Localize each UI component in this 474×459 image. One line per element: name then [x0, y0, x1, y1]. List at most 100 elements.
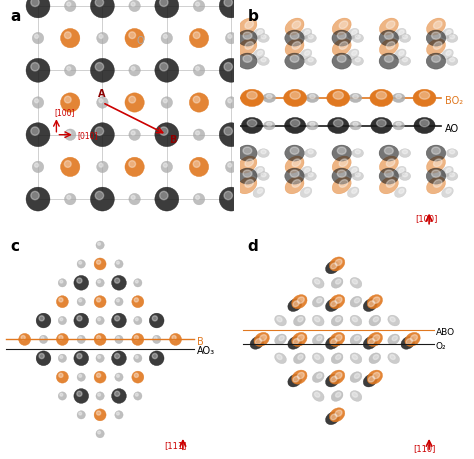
Circle shape: [79, 375, 82, 377]
Ellipse shape: [277, 317, 282, 322]
Ellipse shape: [367, 333, 383, 347]
Ellipse shape: [427, 39, 446, 57]
Ellipse shape: [335, 373, 342, 379]
Ellipse shape: [432, 33, 440, 40]
Circle shape: [74, 351, 89, 366]
Ellipse shape: [434, 43, 442, 50]
Circle shape: [39, 336, 48, 344]
Circle shape: [170, 334, 182, 346]
Circle shape: [96, 354, 104, 363]
Ellipse shape: [317, 374, 322, 379]
Ellipse shape: [449, 59, 455, 62]
Ellipse shape: [337, 148, 346, 155]
Circle shape: [219, 123, 243, 147]
Ellipse shape: [373, 355, 379, 360]
Circle shape: [32, 33, 44, 45]
Ellipse shape: [405, 333, 420, 347]
Ellipse shape: [447, 149, 458, 158]
Ellipse shape: [283, 90, 307, 107]
Circle shape: [95, 63, 104, 72]
Circle shape: [60, 318, 63, 321]
Circle shape: [160, 128, 168, 136]
Ellipse shape: [298, 355, 303, 360]
Ellipse shape: [332, 54, 352, 70]
Circle shape: [193, 1, 205, 12]
Circle shape: [134, 317, 142, 325]
Circle shape: [115, 354, 120, 359]
Circle shape: [155, 188, 179, 212]
Ellipse shape: [413, 90, 436, 107]
Ellipse shape: [292, 295, 307, 309]
Ellipse shape: [331, 376, 337, 382]
Circle shape: [77, 279, 82, 284]
Circle shape: [115, 279, 120, 284]
Ellipse shape: [370, 90, 393, 107]
Circle shape: [26, 59, 50, 83]
Ellipse shape: [402, 151, 408, 154]
Ellipse shape: [300, 50, 312, 60]
Circle shape: [77, 336, 85, 344]
Ellipse shape: [442, 188, 453, 198]
Ellipse shape: [353, 95, 358, 100]
Circle shape: [196, 132, 200, 136]
Ellipse shape: [293, 339, 299, 345]
Ellipse shape: [352, 189, 357, 194]
Circle shape: [97, 411, 100, 415]
Ellipse shape: [377, 120, 386, 128]
Circle shape: [134, 354, 142, 363]
Circle shape: [97, 162, 108, 174]
Ellipse shape: [379, 177, 398, 195]
Ellipse shape: [245, 180, 254, 188]
Circle shape: [226, 97, 237, 109]
Circle shape: [132, 371, 144, 383]
Circle shape: [97, 261, 100, 265]
Ellipse shape: [253, 167, 264, 177]
Ellipse shape: [339, 160, 348, 167]
Ellipse shape: [304, 168, 310, 174]
Circle shape: [129, 194, 140, 205]
Ellipse shape: [307, 122, 318, 130]
Ellipse shape: [300, 167, 312, 177]
Ellipse shape: [399, 34, 410, 43]
Circle shape: [97, 33, 108, 45]
Ellipse shape: [347, 167, 359, 177]
Ellipse shape: [261, 59, 266, 62]
Ellipse shape: [355, 298, 360, 303]
Ellipse shape: [447, 172, 458, 181]
Circle shape: [196, 67, 200, 72]
Ellipse shape: [355, 151, 360, 154]
Ellipse shape: [335, 335, 342, 341]
Ellipse shape: [238, 157, 257, 174]
Ellipse shape: [334, 120, 343, 128]
Circle shape: [64, 1, 76, 12]
Ellipse shape: [352, 149, 364, 158]
Ellipse shape: [243, 56, 252, 63]
Circle shape: [99, 164, 103, 168]
Ellipse shape: [329, 333, 345, 347]
Ellipse shape: [336, 280, 341, 285]
Ellipse shape: [257, 168, 263, 174]
Circle shape: [132, 296, 144, 308]
Ellipse shape: [245, 160, 254, 167]
Ellipse shape: [350, 315, 362, 326]
Ellipse shape: [312, 297, 324, 308]
Ellipse shape: [285, 31, 304, 47]
Ellipse shape: [449, 151, 455, 154]
Ellipse shape: [426, 31, 446, 47]
Ellipse shape: [306, 94, 319, 103]
Ellipse shape: [401, 337, 415, 349]
Circle shape: [61, 158, 80, 177]
Ellipse shape: [399, 51, 404, 56]
Ellipse shape: [285, 177, 304, 195]
Ellipse shape: [363, 375, 377, 387]
Circle shape: [115, 336, 123, 344]
Ellipse shape: [399, 172, 410, 181]
Ellipse shape: [420, 120, 429, 128]
Circle shape: [132, 334, 144, 346]
Circle shape: [31, 192, 39, 200]
Text: AO: AO: [445, 123, 459, 134]
Ellipse shape: [355, 36, 360, 39]
Ellipse shape: [379, 168, 399, 185]
Ellipse shape: [253, 29, 264, 39]
Ellipse shape: [350, 278, 362, 289]
